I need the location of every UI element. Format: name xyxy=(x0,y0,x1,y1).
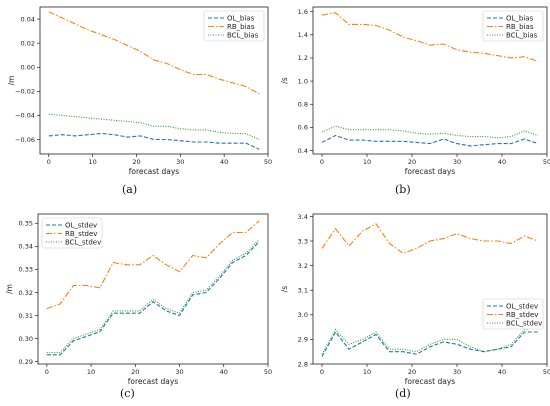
legend-entry-OL_stdev: OL_stdev xyxy=(506,302,538,310)
x-tick-label: 0 xyxy=(47,158,51,166)
chart-panel-a: 0 10 20 30 40 50 −0.06 −0.04 −0.02 0.00 0.02 0.04 fo… xyxy=(7,6,272,176)
y-tick-label: 0.6 xyxy=(298,124,308,132)
y-tick-label: 1.4 xyxy=(298,31,308,39)
series-line-BCL_stdev xyxy=(321,326,539,355)
y-tick-label: −0.06 xyxy=(15,136,35,144)
x-tick-label: 0 xyxy=(320,368,324,376)
series-line-RB_bias xyxy=(321,12,539,62)
y-axis-label: /m xyxy=(7,76,16,86)
y-tick-label: 0.02 xyxy=(21,39,35,47)
x-tick-label: 10 xyxy=(363,368,371,376)
x-tick-label: 30 xyxy=(175,368,183,376)
legend-entry-RB_bias: RB_bias xyxy=(227,23,255,31)
y-tick-label: 2.8 xyxy=(298,360,308,368)
legend-box xyxy=(203,10,265,42)
plot-frame xyxy=(312,213,548,365)
x-tick-label: 20 xyxy=(408,158,416,166)
caption-b: (b) xyxy=(395,183,411,196)
x-tick-label: 20 xyxy=(408,368,416,376)
x-tick-label: 40 xyxy=(220,158,228,166)
series-line-RB_stdev xyxy=(46,220,260,310)
y-tick-label: 3.0 xyxy=(298,311,308,319)
y-tick-label: 0.31 xyxy=(19,312,33,320)
y-tick-label: 0.35 xyxy=(19,220,33,228)
x-tick-label: 50 xyxy=(543,368,550,376)
y-tick-label: 3.3 xyxy=(298,237,308,245)
chart-panel-c: 0 10 20 30 40 50 0.29 0.30 0.31 0.32 0.33 0.34 0.35 f… xyxy=(5,213,272,386)
legend-box xyxy=(482,298,544,330)
y-tick-label: 0.32 xyxy=(19,289,33,297)
plot-frame xyxy=(312,6,548,155)
x-tick-label: 30 xyxy=(176,158,184,166)
y-tick-label: 2.9 xyxy=(298,336,308,344)
x-tick-label: 40 xyxy=(498,368,506,376)
plot-frame xyxy=(39,6,269,155)
y-tick-label: 0.30 xyxy=(19,335,33,343)
legend-entry-OL_bias: OL_bias xyxy=(506,14,534,22)
y-tick-label: 3.4 xyxy=(298,213,308,221)
caption-c: (c) xyxy=(120,387,135,400)
x-tick-label: 0 xyxy=(320,158,324,166)
caption-d: (d) xyxy=(395,387,411,400)
y-tick-label: 1.0 xyxy=(298,77,308,85)
y-tick-label: 0.4 xyxy=(298,147,308,155)
series-line-OL_bias xyxy=(321,134,539,147)
series-line-RB_bias xyxy=(48,11,260,95)
x-tick-label: 20 xyxy=(132,158,140,166)
chart-panel-b: 0 10 20 30 40 50 0.4 0.6 0.8 1.0 1.2 1.4 1.6 forecast… xyxy=(280,6,550,176)
legend-entry-RB_stdev: RB_stdev xyxy=(65,230,97,238)
x-axis-label: forecast days xyxy=(405,167,456,176)
y-tick-label: 1.2 xyxy=(298,54,308,62)
x-tick-label: 30 xyxy=(453,368,461,376)
legend-entry-OL_stdev: OL_stdev xyxy=(65,221,97,229)
x-axis-label: forecast days xyxy=(128,377,179,386)
y-axis-label: /s xyxy=(280,286,289,293)
x-tick-label: 50 xyxy=(543,158,550,166)
x-axis-label: forecast days xyxy=(129,167,180,176)
y-tick-label: 0.29 xyxy=(19,358,33,366)
legend-entry-BCL_stdev: BCL_stdev xyxy=(506,319,542,327)
y-tick-label: −0.02 xyxy=(15,88,35,96)
x-tick-label: 30 xyxy=(453,158,461,166)
series-line-RB_stdev xyxy=(321,223,539,254)
series-line-BCL_stdev xyxy=(46,239,260,354)
y-tick-label: 0.00 xyxy=(21,64,35,72)
legend-entry-OL_bias: OL_bias xyxy=(227,14,255,22)
legend-box xyxy=(482,10,544,42)
x-tick-label: 40 xyxy=(220,368,228,376)
legend-entry-BCL_bias: BCL_bias xyxy=(506,31,538,39)
caption-a: (a) xyxy=(122,183,138,196)
y-tick-label: 0.8 xyxy=(298,101,308,109)
x-tick-label: 10 xyxy=(88,158,96,166)
legend-entry-RB_bias: RB_bias xyxy=(506,23,534,31)
series-line-OL_bias xyxy=(48,132,260,150)
x-tick-label: 10 xyxy=(87,368,95,376)
y-tick-label: 3.2 xyxy=(298,262,308,270)
series-line-OL_stdev xyxy=(46,241,260,356)
y-tick-label: 0.34 xyxy=(19,243,33,251)
legend-entry-RB_stdev: RB_stdev xyxy=(506,311,538,319)
y-tick-label: 0.04 xyxy=(21,15,35,23)
y-tick-label: 1.6 xyxy=(298,8,308,16)
x-axis-label: forecast days xyxy=(405,377,456,386)
y-axis-label: /s xyxy=(280,77,289,84)
legend-entry-BCL_stdev: BCL_stdev xyxy=(65,238,101,246)
series-line-BCL_bias xyxy=(48,113,260,141)
y-tick-label: −0.04 xyxy=(15,112,35,120)
y-tick-label: 3.1 xyxy=(298,287,308,295)
legend-entry-BCL_bias: BCL_bias xyxy=(227,31,259,39)
series-line-OL_stdev xyxy=(321,331,538,357)
x-tick-label: 40 xyxy=(498,158,506,166)
y-axis-label: /m xyxy=(5,284,14,294)
x-tick-label: 50 xyxy=(264,158,272,166)
x-tick-label: 10 xyxy=(363,158,371,166)
x-tick-label: 20 xyxy=(131,368,139,376)
plot-frame xyxy=(37,213,269,365)
series-line-BCL_bias xyxy=(321,125,539,139)
x-tick-label: 0 xyxy=(45,368,49,376)
y-tick-label: 0.33 xyxy=(19,266,33,274)
x-tick-label: 50 xyxy=(264,368,272,376)
chart-panel-d: 0 10 20 30 40 50 2.8 2.9 3.0 3.1 3.2 3.3 3.4 forecast… xyxy=(280,213,550,386)
legend-box xyxy=(41,217,103,249)
